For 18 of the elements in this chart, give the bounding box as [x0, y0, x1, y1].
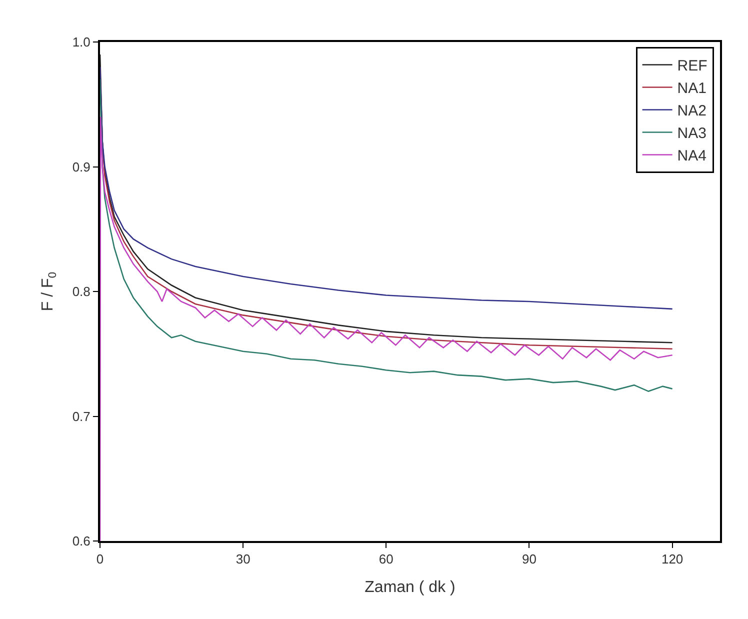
- y-tick-label: 0.6: [72, 534, 90, 549]
- y-tick-label: 0.9: [72, 159, 90, 174]
- x-tick-label: 120: [661, 552, 684, 567]
- line-series: [100, 116, 673, 541]
- legend-label: NA1: [677, 80, 706, 98]
- legend-label: NA4: [677, 148, 706, 165]
- x-tick-label: 30: [236, 552, 250, 567]
- legend-label: NA3: [677, 125, 706, 142]
- x-tick-label: 90: [522, 552, 536, 567]
- x-tick-label: 0: [96, 552, 104, 567]
- line-series: [100, 78, 673, 392]
- legend-label: NA2: [677, 102, 706, 120]
- y-tick-label: 0.8: [72, 284, 90, 300]
- x-axis-title: Zaman ( dk ): [364, 578, 456, 596]
- x-tick-label: 60: [378, 552, 394, 567]
- y-tick-label: 1.0: [72, 34, 90, 50]
- y-tick-label: 0.7: [72, 408, 90, 424]
- legend-label: REF: [677, 58, 708, 75]
